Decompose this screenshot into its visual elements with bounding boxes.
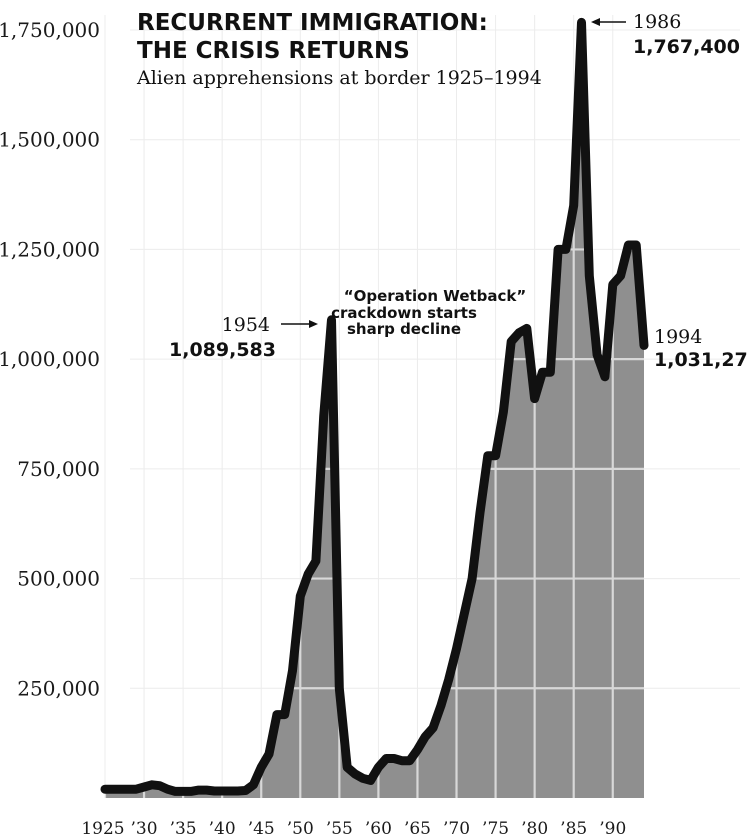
x-tick-label: ’85: [560, 819, 587, 839]
chart-title-line1: RECURRENT IMMIGRATION:: [137, 10, 488, 36]
annotation-1954-year: 1954: [222, 314, 270, 336]
x-tick-label: 1925: [81, 819, 124, 839]
x-tick-label: ’35: [170, 819, 197, 839]
annotation-1986-year: 1986: [633, 11, 681, 33]
annotation-note-line3: sharp decline: [347, 320, 461, 338]
x-tick-label: ’75: [482, 819, 509, 839]
data-line: [100, 17, 649, 796]
y-tick-label: 750,000: [17, 457, 100, 481]
x-axis: 1925 ’30 ’35 ’40 ’45 ’50 ’55 ’60 ’65 ’70 ’75 ’80 ’85…: [81, 819, 626, 839]
x-tick-label: ’70: [443, 819, 470, 839]
x-tick-label: ’60: [365, 819, 392, 839]
x-tick-label: ’80: [521, 819, 548, 839]
y-axis: 250,000 500,000 750,000 1,000,000 1,250,000 1…: [0, 18, 100, 700]
x-tick-label: ’65: [404, 819, 431, 839]
annotation-1994-value: 1,031,270: [654, 349, 747, 371]
x-tick-label: ’55: [326, 819, 353, 839]
annotation-1954-value: 1,089,583: [169, 339, 276, 361]
annotation-1954-arrowhead: [309, 320, 318, 328]
chart-title-line2: THE CRISIS RETURNS: [137, 38, 410, 64]
area-fill: [105, 22, 644, 798]
y-tick-label: 1,500,000: [0, 128, 100, 152]
y-tick-label: 250,000: [17, 676, 100, 700]
annotation-1986-value: 1,767,400: [633, 36, 740, 58]
y-tick-label: 1,750,000: [0, 18, 100, 42]
chart-subtitle: Alien apprehensions at border 1925–1994: [136, 67, 542, 89]
x-tick-label: ’40: [209, 819, 236, 839]
annotation-note-line2: crackdown starts: [331, 304, 477, 322]
annotation-1986-arrowhead: [591, 18, 600, 26]
x-tick-label: ’50: [287, 819, 314, 839]
annotation-note-line1: “Operation Wetback”: [344, 287, 527, 305]
y-tick-label: 1,000,000: [0, 347, 100, 371]
annotation-1994-year: 1994: [654, 326, 702, 348]
x-tick-label: ’45: [248, 819, 275, 839]
y-tick-label: 500,000: [17, 567, 100, 591]
x-tick-label: ’90: [599, 819, 626, 839]
x-tick-label: ’30: [131, 819, 158, 839]
background-grid: [104, 15, 740, 798]
y-tick-label: 1,250,000: [0, 237, 100, 261]
